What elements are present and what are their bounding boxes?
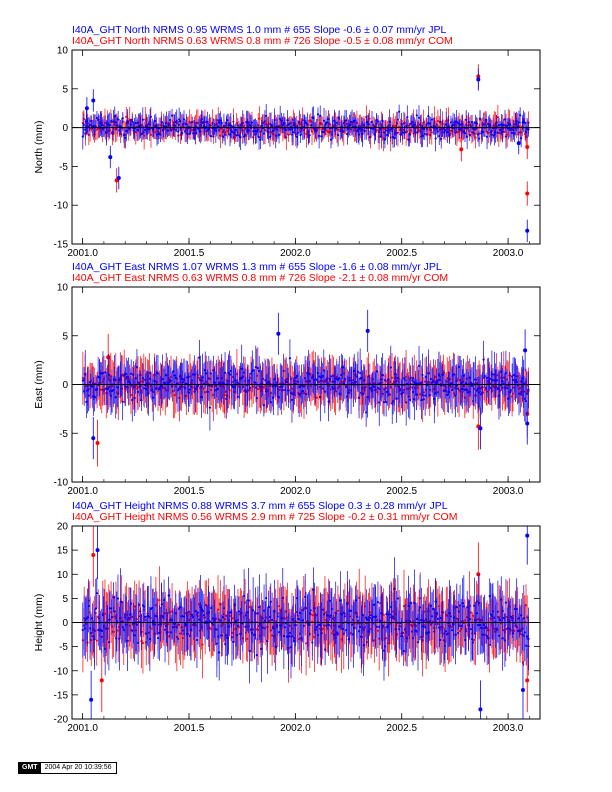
panel-title-0: I40A_GHT East NRMS 1.07 WRMS 1.3 mm # 65…	[72, 261, 442, 273]
series-jpl	[81, 68, 530, 242]
panel-north: I40A_GHT North NRMS 0.95 WRMS 1.0 mm # 6…	[33, 24, 541, 259]
data-point	[89, 697, 94, 702]
data-point	[525, 421, 530, 426]
x-tick-label: 2002.0	[280, 486, 311, 497]
data-point	[91, 98, 96, 103]
x-tick-label: 2002.5	[386, 723, 417, 734]
y-tick-label: 15	[57, 546, 69, 557]
y-tick-label: 20	[57, 522, 69, 533]
data-point	[525, 678, 530, 683]
x-tick-label: 2001.5	[174, 723, 205, 734]
y-tick-label: -10	[54, 201, 69, 212]
data-point	[91, 436, 96, 441]
gmt-timestamp: 2004 Apr 20 10:39:56	[40, 763, 116, 773]
x-tick-label: 2002.5	[386, 248, 417, 259]
x-tick-label: 2003.0	[493, 248, 524, 259]
series-com	[81, 64, 530, 206]
x-tick-label: 2003.0	[493, 723, 524, 734]
y-tick-label: -5	[59, 642, 68, 653]
y-tick-label: -20	[54, 715, 69, 726]
data-point	[520, 688, 525, 693]
y-axis-label: East (mm)	[33, 360, 45, 408]
y-tick-label: 0	[62, 380, 68, 391]
x-tick-label: 2002.5	[386, 486, 417, 497]
data-point	[476, 77, 481, 82]
data-point	[525, 228, 530, 233]
y-tick-label: 10	[57, 46, 69, 57]
panel-title-0: I40A_GHT North NRMS 0.95 WRMS 1.0 mm # 6…	[72, 24, 447, 36]
gmt-timestamp-stamp: GMT 2004 Apr 20 10:39:56	[18, 762, 117, 774]
y-axis-label: North (mm)	[33, 120, 45, 173]
data-point	[84, 106, 89, 111]
x-tick-label: 2001.0	[67, 723, 98, 734]
panel-title-0: I40A_GHT Height NRMS 0.88 WRMS 3.7 mm # …	[72, 500, 448, 512]
data-point	[476, 572, 481, 577]
data-point	[525, 533, 530, 538]
y-tick-label: 10	[57, 570, 69, 581]
data-point	[116, 176, 121, 181]
data-point	[525, 145, 530, 149]
data-point	[276, 331, 281, 336]
data-point	[516, 141, 521, 146]
y-tick-label: 5	[62, 331, 68, 342]
x-tick-label: 2001.5	[174, 486, 205, 497]
data-point	[95, 441, 100, 445]
data-point	[459, 147, 464, 152]
y-axis-label: Height (mm)	[33, 594, 45, 652]
data-point	[106, 355, 111, 360]
panel-title-1: I40A_GHT Height NRMS 0.56 WRMS 2.9 mm # …	[72, 511, 457, 523]
y-tick-label: 5	[62, 594, 68, 605]
y-tick-label: 0	[62, 123, 68, 134]
x-tick-label: 2001.0	[67, 248, 98, 259]
data-point	[523, 348, 528, 353]
gmt-logo: GMT	[19, 763, 41, 773]
x-tick-label: 2001.0	[67, 486, 98, 497]
panel-title-1: I40A_GHT East NRMS 0.63 WRMS 0.8 mm # 72…	[72, 272, 448, 284]
y-tick-label: 5	[62, 84, 68, 95]
x-tick-label: 2002.0	[280, 248, 311, 259]
y-tick-label: -15	[54, 690, 69, 701]
panel-height: I40A_GHT Height NRMS 0.88 WRMS 3.7 mm # …	[33, 500, 541, 734]
data-area	[81, 526, 530, 719]
y-tick-label: -10	[54, 478, 69, 489]
data-point	[99, 678, 104, 683]
plot-frame	[71, 49, 541, 245]
y-tick-label: -15	[54, 240, 69, 251]
data-point	[108, 155, 113, 160]
data-area	[81, 309, 530, 467]
panel-title-1: I40A_GHT North NRMS 0.63 WRMS 0.8 mm # 7…	[72, 35, 453, 47]
y-tick-label: -5	[59, 162, 68, 173]
data-point	[95, 548, 100, 553]
y-tick-label: -5	[59, 429, 68, 440]
panel-east: I40A_GHT East NRMS 1.07 WRMS 1.3 mm # 65…	[33, 261, 541, 497]
x-tick-label: 2003.0	[493, 486, 524, 497]
y-tick-label: -10	[54, 666, 69, 677]
y-tick-label: 10	[57, 283, 69, 294]
x-tick-label: 2001.5	[174, 248, 205, 259]
data-point	[525, 191, 530, 196]
y-tick-label: 0	[62, 618, 68, 629]
data-point	[91, 552, 96, 557]
data-point	[365, 328, 370, 333]
data-point	[478, 707, 483, 712]
data-area	[81, 64, 530, 242]
data-point	[478, 426, 483, 431]
series-jpl	[81, 526, 530, 719]
x-tick-label: 2002.0	[280, 723, 311, 734]
